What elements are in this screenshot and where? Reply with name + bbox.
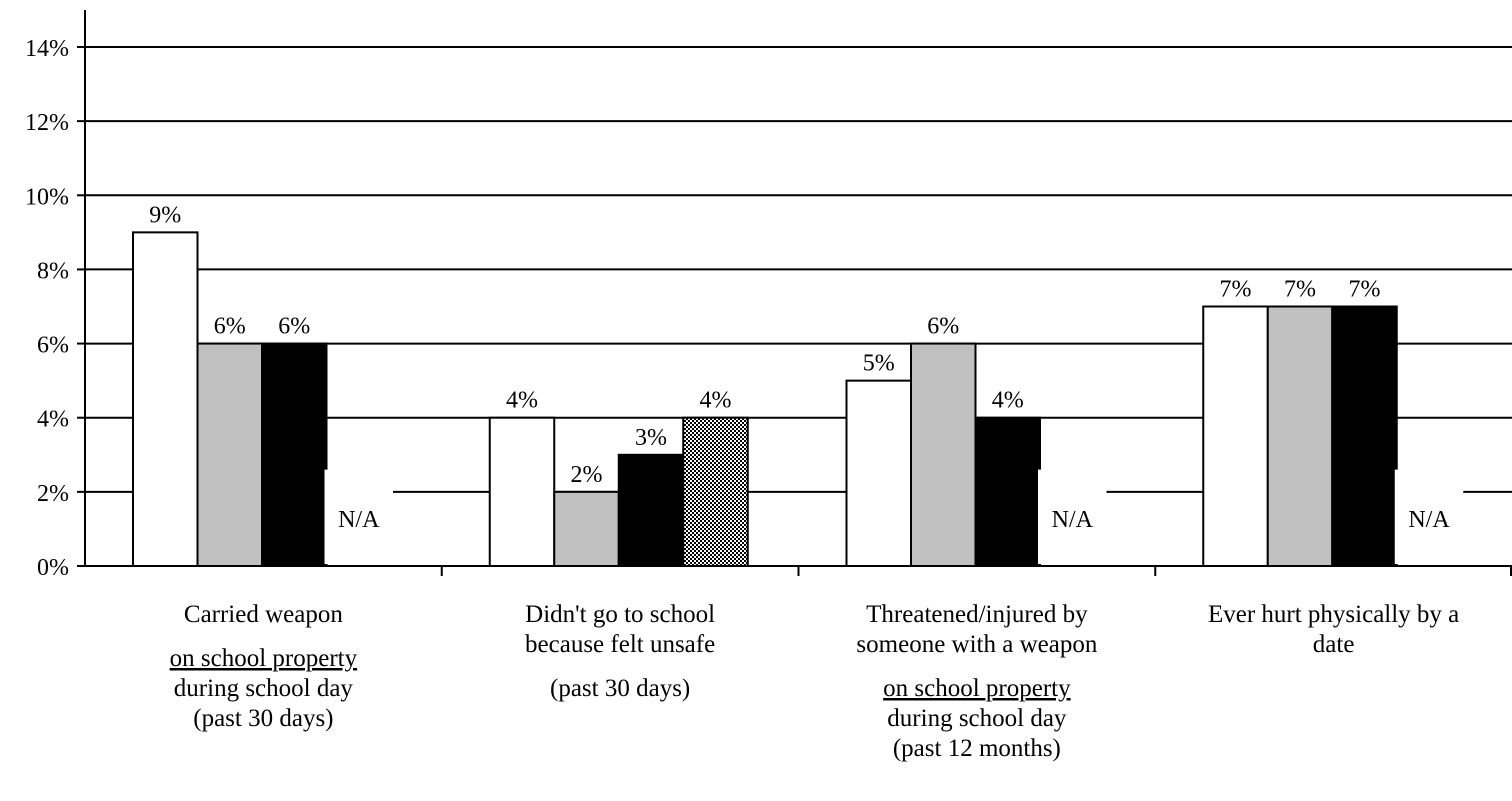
bar [1202,305,1269,567]
y-tick-label: 10% [25,184,69,210]
bar [682,416,749,568]
y-tick-label: 0% [37,555,69,581]
bar [845,379,912,567]
bar [196,342,263,568]
labels: 0% 2% 4% 6% 8% 10% 12% 14% 9% 4% 5% 7% 6% 2% 6% 7% 6% 3% 4… [25,36,1459,762]
na-label: N/A [338,507,380,533]
data-label: 4% [506,388,538,414]
category-label-line: someone with a weapon [856,631,1097,658]
category-label-line: Ever hurt physically by a [1208,601,1459,628]
bars [132,231,1464,568]
data-label: 6% [214,314,246,340]
category-label-line: on school property [170,645,358,672]
data-label: 4% [700,388,732,414]
category-label-line: Didn't go to school [525,601,715,628]
category-label-line: during school day [174,675,354,702]
bar [974,416,1041,568]
na-placeholder [324,469,393,564]
bar [1331,305,1398,567]
data-label: 5% [863,351,895,377]
category-label-line: Carried weapon [184,601,343,628]
category-label-line: because felt unsafe [525,631,715,658]
na-placeholder [1394,469,1464,564]
data-label: 6% [278,314,310,340]
data-label: 3% [635,425,667,451]
data-label: 7% [1220,277,1252,303]
category-label-line: date [1313,631,1355,658]
y-tick-label: 14% [25,36,69,62]
y-tick-label: 8% [37,258,69,284]
bar [617,453,685,567]
na-label: N/A [1052,507,1094,533]
y-tick-label: 12% [25,110,69,136]
data-label: 7% [1284,277,1316,303]
bar [132,231,199,567]
y-tick-label: 2% [37,481,69,507]
bar [553,490,620,568]
bar [488,416,556,568]
bar [261,342,328,568]
na-placeholder [1038,469,1107,564]
bar [1266,305,1334,567]
bar [910,342,977,568]
category-label-line: during school day [887,705,1067,732]
na-label: N/A [1408,507,1450,533]
category-label-line: on school property [883,675,1071,702]
data-label: 2% [571,462,603,488]
category-label-line: (past 30 days) [193,705,333,732]
y-tick-label: 6% [37,333,69,359]
axes [77,10,1512,576]
data-label: 9% [149,202,181,228]
y-tick-label: 4% [37,407,69,433]
category-label-line: (past 30 days) [550,675,690,702]
data-label: 6% [927,314,959,340]
data-label: 7% [1349,277,1381,303]
data-label: 4% [992,388,1024,414]
category-label-line: (past 12 months) [893,735,1061,762]
category-label-line: Threatened/injured by [866,601,1088,628]
